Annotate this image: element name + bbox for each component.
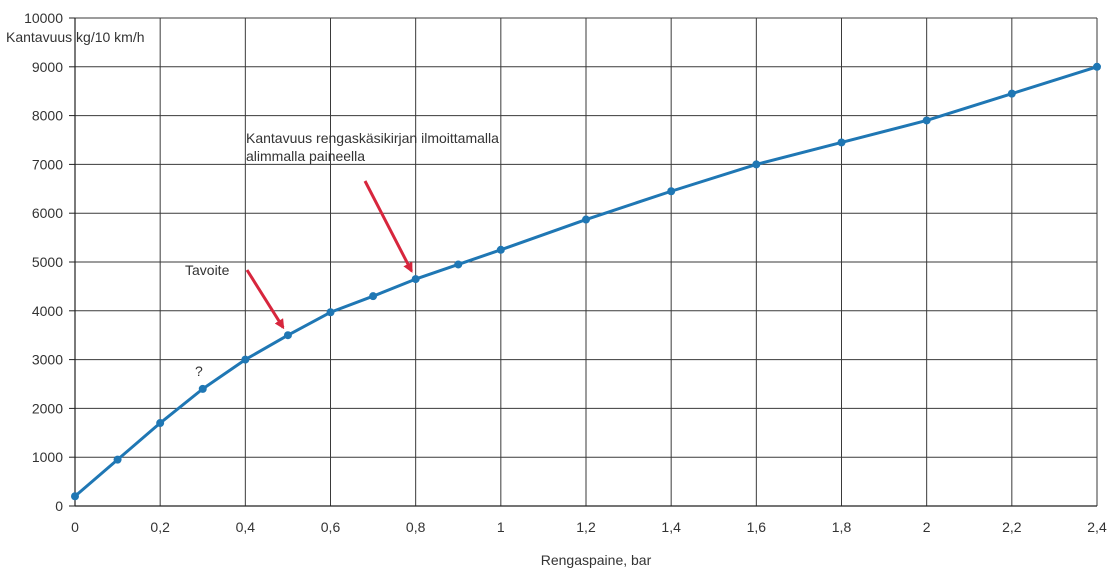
data-point bbox=[496, 245, 505, 254]
data-point bbox=[113, 455, 122, 464]
data-point bbox=[369, 292, 378, 301]
data-point bbox=[241, 355, 250, 364]
annotations: Tavoite Kantavuus rengaskäsikirjan ilmoit… bbox=[185, 130, 499, 379]
x-axis-label: Rengaspaine, bar bbox=[541, 552, 652, 568]
y-axis-label: Kantavuus kg/10 km/h bbox=[6, 29, 145, 45]
annotation-text-kasikirja: alimmalla paineella bbox=[246, 148, 365, 164]
data-point bbox=[582, 215, 590, 224]
x-tick-label: 0,8 bbox=[406, 519, 426, 535]
y-tick-label: 5000 bbox=[32, 254, 63, 270]
annotation-text-kasikirja: Kantavuus rengaskäsikirjan ilmoittamalla bbox=[246, 130, 499, 146]
data-point bbox=[837, 138, 846, 147]
series-line bbox=[74, 65, 1098, 498]
y-tick-label: 4000 bbox=[32, 303, 63, 319]
y-tick-label: 0 bbox=[55, 498, 63, 514]
annotation-text-question: ? bbox=[195, 363, 203, 379]
annotation-arrow-tavoite bbox=[245, 269, 285, 330]
data-point bbox=[411, 275, 420, 284]
x-tick-label: 0,2 bbox=[150, 519, 170, 535]
x-tick-label: 1,4 bbox=[661, 519, 681, 535]
data-point bbox=[326, 308, 335, 317]
x-tick-label: 1,2 bbox=[576, 519, 596, 535]
x-tick-label: 2 bbox=[923, 519, 931, 535]
x-tick-label: 2,4 bbox=[1087, 519, 1107, 535]
y-tick-label: 1000 bbox=[32, 449, 63, 465]
x-tick-label: 0 bbox=[71, 519, 79, 535]
x-tick-label: 0,6 bbox=[321, 519, 341, 535]
x-tick-label: 2,2 bbox=[1002, 519, 1022, 535]
data-point bbox=[922, 116, 931, 125]
data-point bbox=[1093, 62, 1101, 71]
series bbox=[71, 62, 1101, 501]
data-point bbox=[454, 260, 463, 269]
data-point bbox=[1007, 89, 1016, 98]
x-tick-label: 0,4 bbox=[236, 519, 256, 535]
data-point bbox=[156, 419, 165, 428]
data-point bbox=[283, 331, 292, 340]
y-tick-label: 8000 bbox=[32, 108, 63, 124]
data-point bbox=[198, 384, 207, 393]
annotation-arrow-kasikirja bbox=[363, 180, 413, 273]
y-tick-labels: 0 1000 2000 3000 4000 5000 6000 7000 8000 9000 100… bbox=[24, 10, 63, 514]
y-tick-label: 9000 bbox=[32, 59, 63, 75]
y-tick-label: 10000 bbox=[24, 10, 63, 26]
y-tick-label: 2000 bbox=[32, 400, 63, 416]
x-tick-label: 1,6 bbox=[747, 519, 767, 535]
y-tick-label: 7000 bbox=[32, 156, 63, 172]
x-tick-label: 1 bbox=[497, 519, 505, 535]
x-tick-labels: 0 0,2 0,4 0,6 0,8 1 1,2 1,4 1,6 1,8 2 2,2 2,4 bbox=[71, 519, 1107, 535]
y-tick-label: 6000 bbox=[32, 205, 63, 221]
data-point bbox=[71, 492, 79, 501]
axes bbox=[69, 17, 1097, 507]
y-tick-label: 3000 bbox=[32, 352, 63, 368]
x-tick-label: 1,8 bbox=[832, 519, 852, 535]
data-point bbox=[752, 160, 761, 169]
data-point bbox=[667, 187, 676, 196]
annotation-text-tavoite: Tavoite bbox=[185, 262, 230, 278]
